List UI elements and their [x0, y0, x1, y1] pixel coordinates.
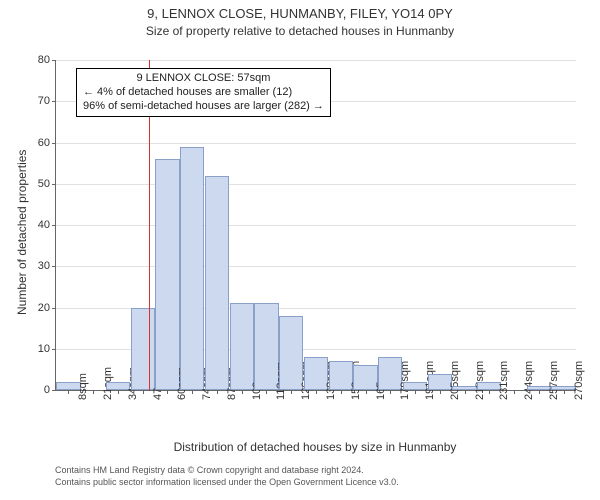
xtick-label: 8sqm	[75, 390, 89, 400]
xtick-mark	[217, 390, 218, 394]
chart-title-address: 9, LENNOX CLOSE, HUNMANBY, FILEY, YO14 0…	[0, 6, 600, 21]
property-size-chart: 9, LENNOX CLOSE, HUNMANBY, FILEY, YO14 0…	[0, 0, 600, 500]
xtick-mark	[266, 390, 267, 394]
xtick-mark	[68, 390, 69, 394]
ytick-label: 70	[38, 95, 56, 107]
xtick-label: 205sqm	[447, 390, 461, 400]
xtick-mark	[192, 390, 193, 394]
xtick-label: 218sqm	[472, 390, 486, 400]
xtick-mark	[366, 390, 367, 394]
ytick-label: 40	[38, 219, 56, 231]
ytick-label: 50	[38, 178, 56, 190]
histogram-bar	[180, 147, 204, 390]
gridline	[56, 266, 576, 267]
xtick-label: 60sqm	[174, 390, 188, 400]
xtick-label: 47sqm	[150, 390, 164, 400]
xtick-mark	[465, 390, 466, 394]
xtick-label: 257sqm	[546, 390, 560, 400]
xtick-label: 231sqm	[496, 390, 510, 400]
footer-attribution: Contains HM Land Registry data © Crown c…	[55, 465, 399, 488]
annotation-line: 96% of semi-detached houses are larger (…	[83, 100, 324, 114]
histogram-bar	[155, 159, 179, 390]
xtick-mark	[514, 390, 515, 394]
xtick-label: 244sqm	[521, 390, 535, 400]
xtick-label: 21sqm	[100, 390, 114, 400]
gridline	[56, 225, 576, 226]
xtick-mark	[390, 390, 391, 394]
gridline	[56, 143, 576, 144]
xtick-mark	[564, 390, 565, 394]
xtick-label: 270sqm	[571, 390, 585, 400]
ytick-label: 0	[44, 384, 56, 396]
xtick-label: 191sqm	[422, 390, 436, 400]
ytick-label: 20	[38, 302, 56, 314]
xtick-label: 178sqm	[397, 390, 411, 400]
xtick-label: 152sqm	[348, 390, 362, 400]
ytick-label: 60	[38, 137, 56, 149]
histogram-bar	[353, 365, 377, 390]
gridline	[56, 60, 576, 61]
x-axis-label: Distribution of detached houses by size …	[55, 440, 575, 454]
xtick-label: 126sqm	[298, 390, 312, 400]
y-axis-label: Number of detached properties	[15, 150, 29, 315]
xtick-mark	[415, 390, 416, 394]
ytick-label: 80	[38, 54, 56, 66]
xtick-label: 165sqm	[373, 390, 387, 400]
xtick-mark	[242, 390, 243, 394]
xtick-label: 139sqm	[323, 390, 337, 400]
xtick-mark	[291, 390, 292, 394]
xtick-label: 34sqm	[125, 390, 139, 400]
xtick-mark	[539, 390, 540, 394]
ytick-label: 30	[38, 260, 56, 272]
xtick-mark	[341, 390, 342, 394]
footer-line-2: Contains public sector information licen…	[55, 477, 399, 489]
histogram-bar	[205, 176, 229, 391]
xtick-label: 113sqm	[273, 390, 287, 400]
xtick-mark	[316, 390, 317, 394]
xtick-label: 100sqm	[249, 390, 263, 400]
xtick-mark	[143, 390, 144, 394]
ytick-label: 10	[38, 343, 56, 355]
annotation-line: ← 4% of detached houses are smaller (12)	[83, 86, 324, 100]
xtick-mark	[440, 390, 441, 394]
xtick-label: 87sqm	[224, 390, 238, 400]
plot-area: 010203040506070808sqm21sqm34sqm47sqm60sq…	[55, 60, 576, 391]
xtick-mark	[167, 390, 168, 394]
xtick-mark	[489, 390, 490, 394]
xtick-label: 74sqm	[199, 390, 213, 400]
annotation-line: 9 LENNOX CLOSE: 57sqm	[83, 72, 324, 86]
chart-title-sub: Size of property relative to detached ho…	[0, 24, 600, 38]
xtick-mark	[118, 390, 119, 394]
annotation-box: 9 LENNOX CLOSE: 57sqm← 4% of detached ho…	[76, 68, 331, 117]
footer-line-1: Contains HM Land Registry data © Crown c…	[55, 465, 399, 477]
xtick-mark	[93, 390, 94, 394]
gridline	[56, 184, 576, 185]
